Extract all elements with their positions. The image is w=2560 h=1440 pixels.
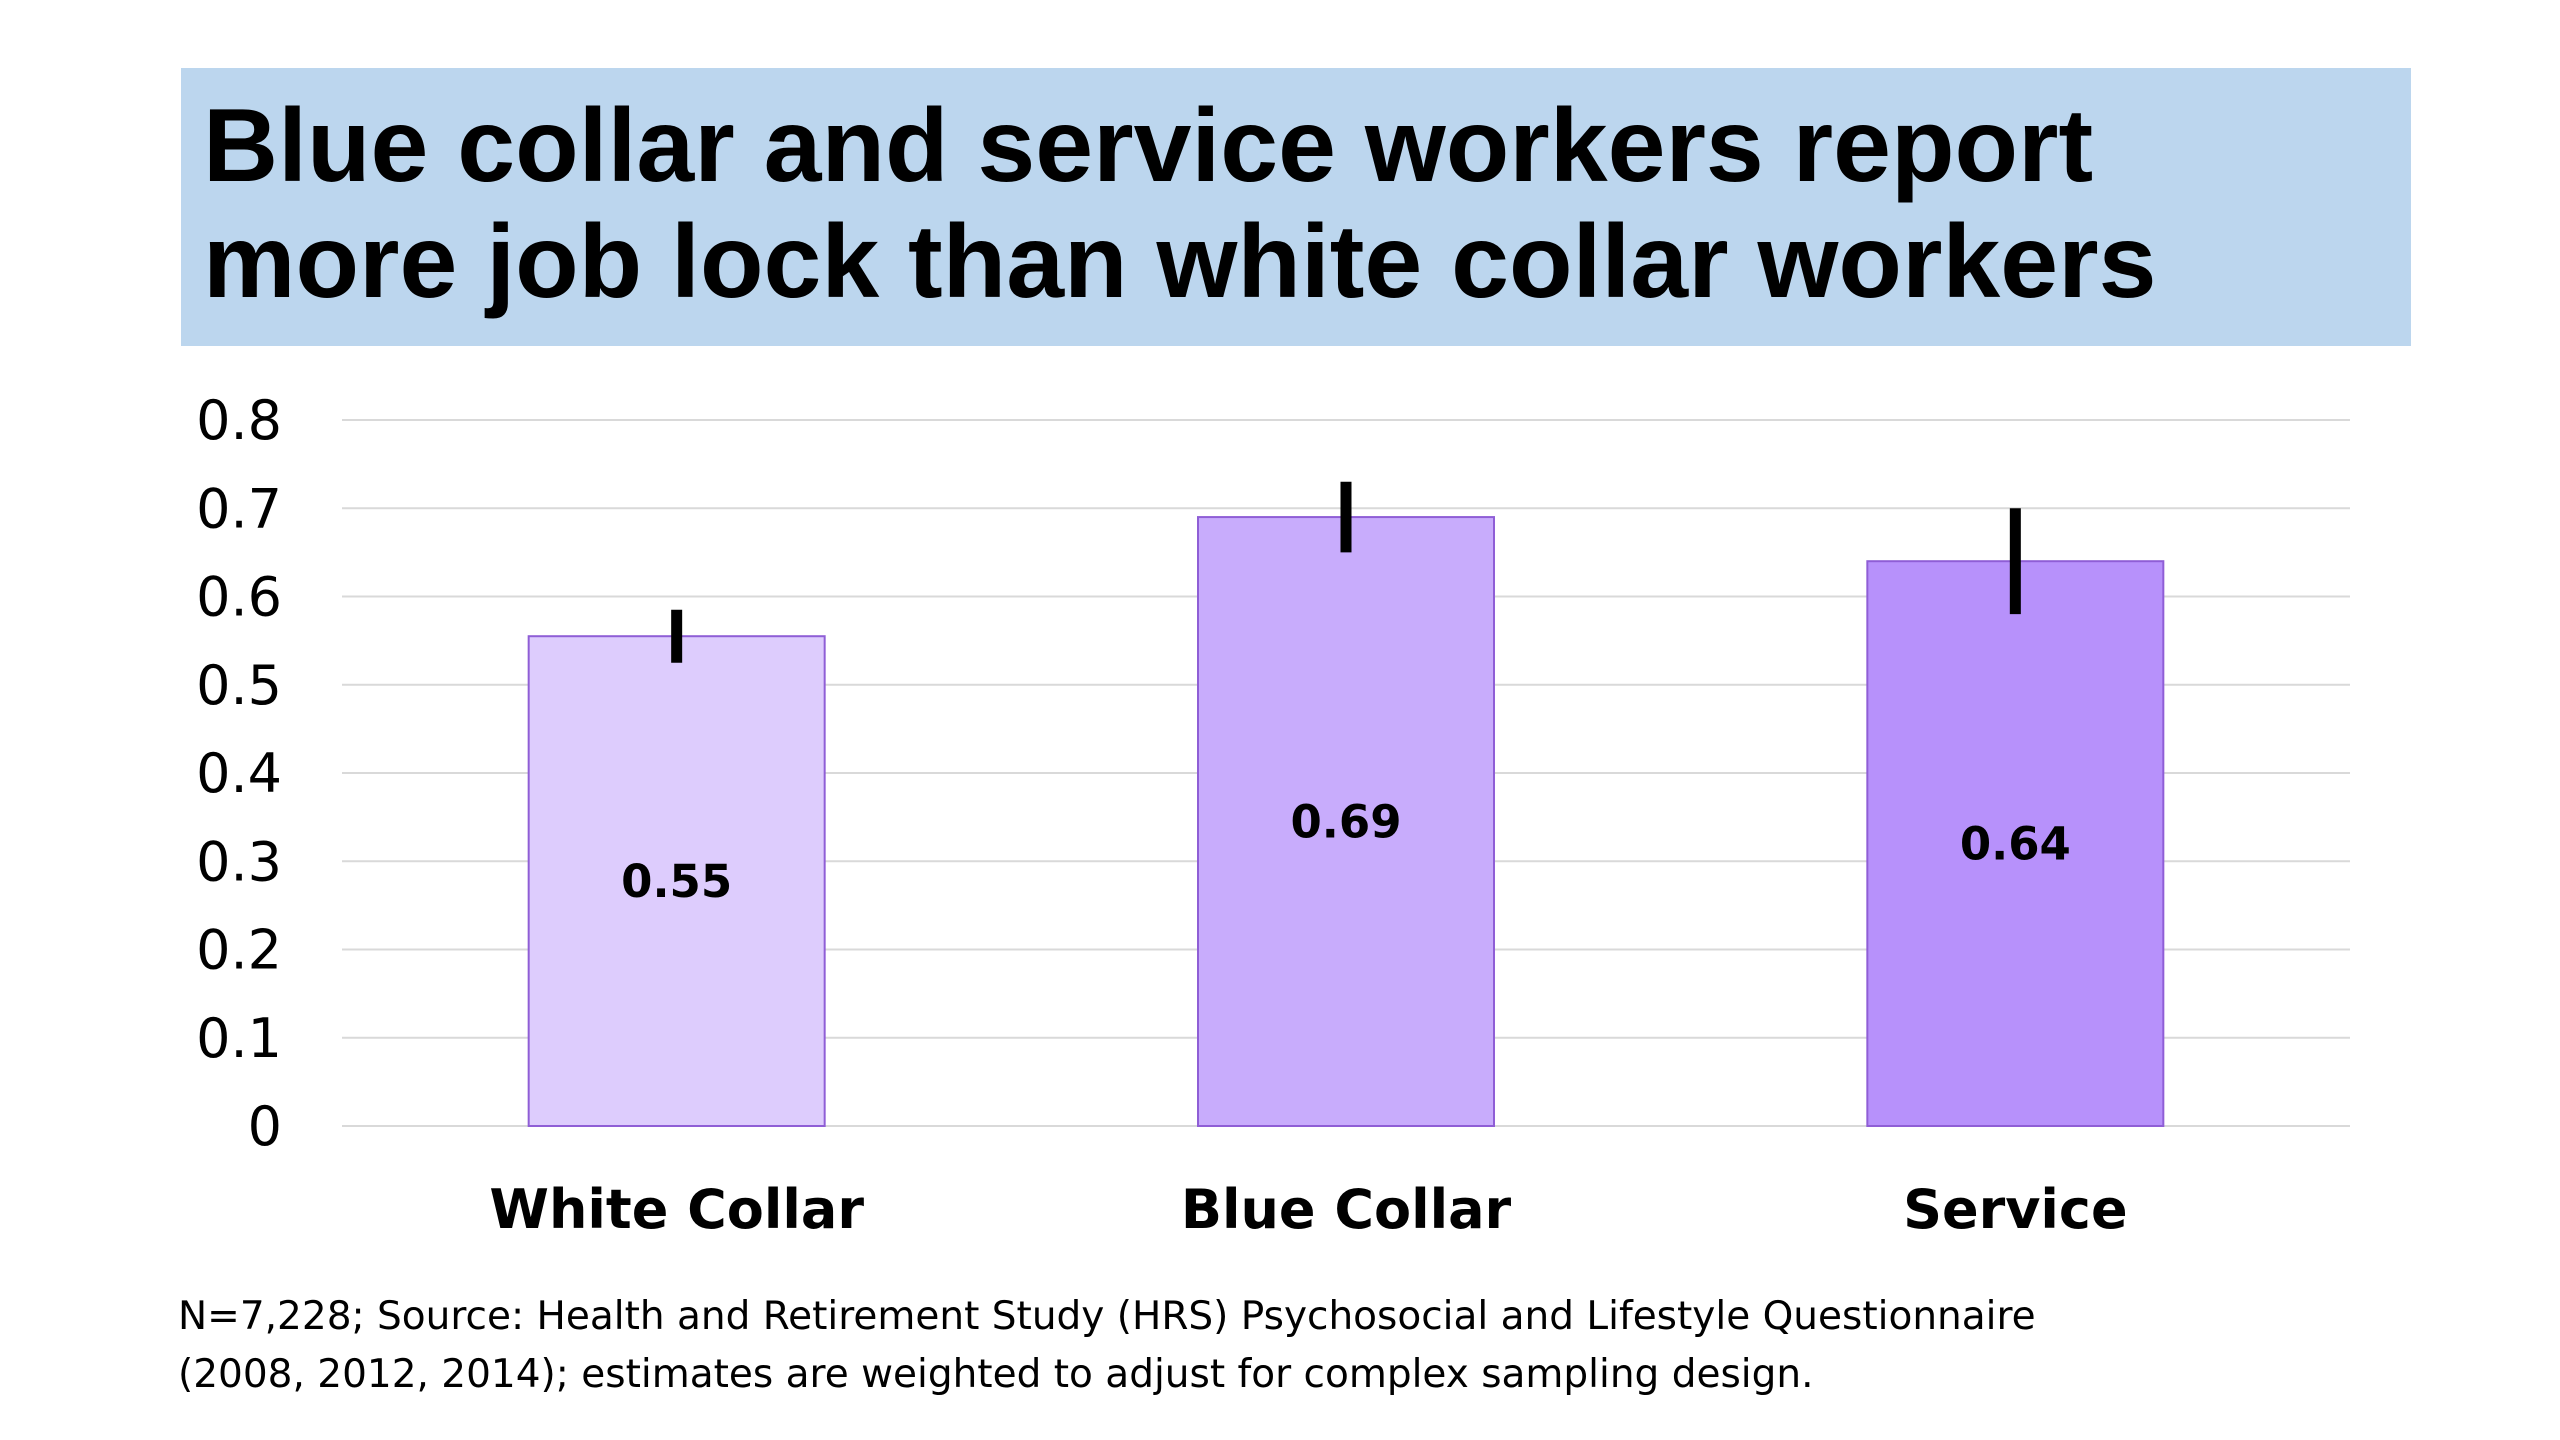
y-tick-label: 0: [248, 1095, 282, 1158]
y-tick-label: 0.8: [196, 389, 282, 452]
x-category-label: Service: [1903, 1178, 2128, 1241]
y-axis-tick-labels: 0 0.1 0.2 0.3 0.4 0.5 0.6 0.7 0.8: [196, 389, 282, 1158]
source-footnote: N=7,228; Source: Health and Retirement S…: [178, 1288, 2478, 1404]
y-tick-label: 0.4: [196, 742, 282, 805]
footnote-line-2: (2008, 2012, 2014); estimates are weight…: [178, 1352, 1814, 1397]
y-tick-label: 0.2: [196, 919, 282, 982]
y-tick-label: 0.6: [196, 566, 282, 629]
footnote-line-1: N=7,228; Source: Health and Retirement S…: [178, 1294, 2036, 1339]
x-category-label: White Collar: [489, 1178, 864, 1241]
bar-service: [1866, 560, 2165, 1127]
chart-title-band: Blue collar and service workers report m…: [181, 68, 2411, 346]
y-tick-label: 0.3: [196, 830, 282, 893]
data-labels: 0.55 0.69 0.64: [621, 796, 2071, 909]
x-category-label: Blue Collar: [1181, 1178, 1512, 1241]
data-label: 0.55: [621, 855, 732, 908]
error-bars: [671, 481, 2021, 663]
data-label: 0.64: [1960, 818, 2071, 871]
chart-title-line-2: more job lock than white collar workers: [203, 204, 2157, 320]
y-tick-label: 0.1: [196, 1007, 282, 1070]
y-tick-label: 0.7: [196, 477, 282, 540]
y-tick-label: 0.5: [196, 654, 282, 717]
x-axis-category-labels: White Collar Blue Collar Service: [489, 1178, 2127, 1241]
bar-blue-collar: [1197, 516, 1495, 1127]
data-label: 0.69: [1290, 796, 1401, 849]
chart-title-line-1: Blue collar and service workers report: [203, 88, 2094, 204]
